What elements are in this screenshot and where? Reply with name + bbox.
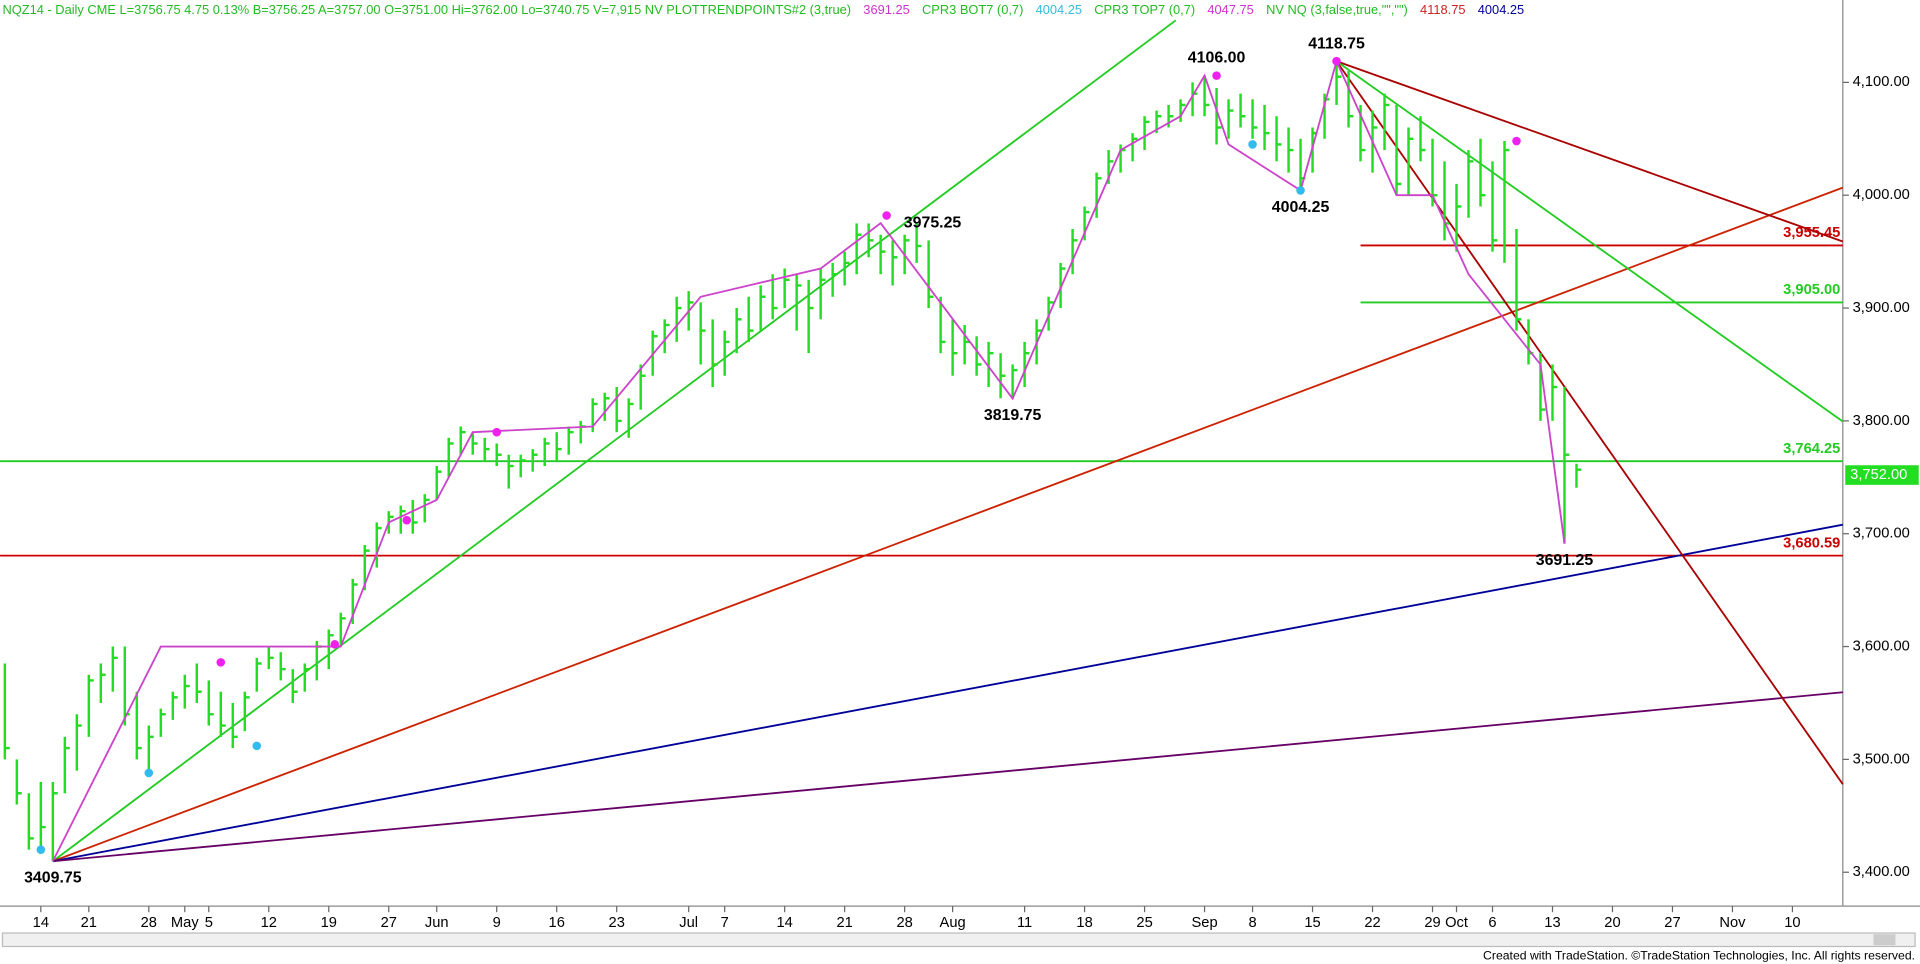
pivot-dot [216, 658, 226, 667]
pivot-dot [36, 845, 46, 854]
x-tick-label: 14 [776, 915, 792, 931]
price-annotation: 3975.25 [904, 214, 962, 231]
y-tick-label: 4,000.00 [1853, 187, 1910, 203]
x-tick-label: Jul [679, 915, 698, 931]
x-tick-label: 28 [896, 915, 912, 931]
header: NQZ14 - Daily CME L=3756.75 4.75 0.13% B… [2, 2, 1524, 17]
x-tick-label: 25 [1136, 915, 1152, 931]
trend-line [1336, 60, 1844, 243]
x-tick-label: Aug [940, 915, 966, 931]
pivot-dot [1332, 56, 1341, 66]
x-tick-label: 10 [1784, 915, 1800, 931]
price-annotation: 4004.25 [1272, 199, 1330, 216]
scrollbar-thumb[interactable] [1873, 934, 1896, 946]
footer: Created with TradeStation. ©TradeStation… [1483, 949, 1915, 963]
x-tick-label: Oct [1445, 915, 1468, 931]
x-tick-label: 7 [721, 915, 729, 931]
x-tick-label: 5 [205, 915, 213, 931]
header-item: 4004.25 [1478, 2, 1524, 17]
pivot-dot [1296, 186, 1305, 195]
trend-points-line [52, 58, 1566, 862]
x-tick-label: 6 [1488, 915, 1496, 931]
scrollbar[interactable] [1, 932, 1916, 948]
pivot-dot [882, 211, 891, 220]
pivot-dot [492, 427, 502, 437]
x-tick-label: Nov [1719, 915, 1746, 931]
x-tick-label: 21 [836, 915, 852, 931]
x-tick-label: 16 [549, 915, 565, 931]
x-tick-label: 13 [1544, 915, 1560, 931]
x-tick-label: Sep [1191, 915, 1217, 931]
x-tick-label: 23 [609, 915, 625, 931]
x-tick-label: May [171, 915, 199, 931]
pivot-dot [1512, 136, 1521, 146]
price-annotation: 4118.75 [1308, 35, 1365, 52]
header-item: NQZ14 - Daily CME L=3756.75 4.75 0.13% B… [2, 2, 851, 17]
y-tick-label: 3,700.00 [1853, 526, 1910, 542]
x-tick-label: 12 [261, 915, 277, 931]
price-annotation: 3691.25 [1536, 552, 1594, 569]
level-label: 3,955.45 [1783, 225, 1840, 241]
x-tick-label: 9 [493, 915, 501, 931]
pivot-dot [1248, 140, 1257, 149]
plot: 3,400.00 3,500.00 3,600.00 3,700.00 3,800.00… [0, 19, 1919, 931]
pivot-dot [330, 640, 340, 649]
x-tick-label: 21 [81, 915, 97, 931]
level-label: 3,905.00 [1783, 282, 1840, 298]
x-tick-label: 20 [1604, 915, 1620, 931]
x-tick-label: 27 [1664, 915, 1680, 931]
y-tick-label: 3,400.00 [1853, 864, 1910, 880]
trend-line [52, 691, 1843, 863]
pivot-dot [144, 768, 154, 778]
pivot-dot [402, 515, 412, 525]
header-item: CPR3 TOP7 (0,7) [1094, 2, 1195, 17]
x-tick-label: 11 [1017, 915, 1032, 931]
header-item: CPR3 BOT7 (0,7) [922, 2, 1023, 17]
y-tick-label: 3,900.00 [1853, 300, 1910, 316]
x-tick-label: 29 [1424, 915, 1440, 931]
x-tick-label: 14 [33, 915, 49, 931]
trend-line [52, 19, 1177, 862]
x-tick-label: 15 [1304, 915, 1320, 931]
y-tick-label: 3,800.00 [1853, 413, 1910, 429]
price-annotation: 4106.00 [1188, 50, 1246, 67]
level-label: 3,680.59 [1783, 535, 1840, 551]
header-item: NV NQ (3,false,true,"","") [1266, 2, 1408, 17]
pivot-dot [1212, 71, 1221, 80]
pivot-dot [252, 741, 262, 751]
header-item: 4047.75 [1207, 2, 1253, 17]
y-tick-label: 3,600.00 [1853, 638, 1910, 654]
header-item: 4118.75 [1420, 2, 1465, 17]
header-item: 3691.25 [863, 2, 909, 17]
y-tick-label: 3,500.00 [1853, 751, 1910, 767]
x-tick-label: 19 [321, 915, 337, 931]
x-tick-label: 8 [1248, 915, 1256, 931]
header-item: 4004.25 [1036, 2, 1082, 17]
x-tick-label: Jun [425, 915, 449, 931]
x-tick-label: 28 [141, 915, 157, 931]
x-tick-label: 27 [381, 915, 397, 931]
trend-line [1335, 60, 1844, 785]
y-tick-label: 4,100.00 [1853, 74, 1910, 90]
last-price-label: 3,752.00 [1850, 467, 1907, 483]
trend-line [52, 523, 1843, 863]
trend-line [52, 186, 1844, 863]
last-price-box [1845, 465, 1919, 485]
price-annotation: 3819.75 [984, 407, 1042, 424]
level-label: 3,764.25 [1783, 441, 1840, 457]
x-tick-label: 22 [1364, 915, 1380, 931]
x-tick-label: 18 [1076, 915, 1092, 931]
price-annotation: 3409.75 [24, 870, 82, 887]
